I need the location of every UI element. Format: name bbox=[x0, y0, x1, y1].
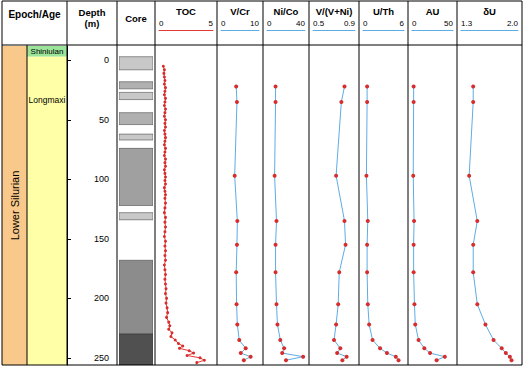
svg-text:(m): (m) bbox=[85, 18, 100, 29]
svg-text:TOC: TOC bbox=[176, 6, 196, 17]
svg-text:40: 40 bbox=[296, 19, 305, 28]
svg-text:V/Cr: V/Cr bbox=[230, 6, 250, 17]
svg-text:150: 150 bbox=[94, 234, 109, 244]
svg-text:6: 6 bbox=[400, 19, 405, 28]
svg-text:V/(V+Ni): V/(V+Ni) bbox=[316, 6, 353, 17]
svg-text:50: 50 bbox=[99, 115, 109, 125]
svg-text:50: 50 bbox=[444, 19, 453, 28]
svg-text:Epoch/Age: Epoch/Age bbox=[8, 9, 61, 20]
svg-text:0.9: 0.9 bbox=[344, 19, 356, 28]
svg-text:Core: Core bbox=[125, 13, 147, 24]
svg-text:Longmaxi: Longmaxi bbox=[29, 95, 66, 105]
svg-text:0.5: 0.5 bbox=[313, 19, 325, 28]
svg-text:200: 200 bbox=[94, 293, 109, 303]
svg-text:0: 0 bbox=[267, 19, 272, 28]
svg-text:Depth: Depth bbox=[79, 7, 106, 18]
svg-text:0: 0 bbox=[104, 55, 109, 65]
svg-text:AU: AU bbox=[426, 6, 440, 17]
svg-text:0: 0 bbox=[412, 19, 417, 28]
svg-text:0: 0 bbox=[221, 19, 226, 28]
svg-text:Ni/Co: Ni/Co bbox=[274, 6, 299, 17]
svg-text:10: 10 bbox=[250, 19, 259, 28]
svg-text:100: 100 bbox=[94, 174, 109, 184]
svg-text:U/Th: U/Th bbox=[373, 6, 394, 17]
svg-text:0: 0 bbox=[363, 19, 368, 28]
svg-text:2.0: 2.0 bbox=[507, 19, 519, 28]
svg-text:Shiniulan: Shiniulan bbox=[31, 47, 64, 56]
svg-text:0: 0 bbox=[159, 19, 164, 28]
svg-text:250: 250 bbox=[94, 353, 109, 363]
svg-text:5: 5 bbox=[209, 19, 214, 28]
svg-text:δU: δU bbox=[483, 6, 496, 17]
svg-text:1.3: 1.3 bbox=[461, 19, 473, 28]
svg-text:Lower Silurian: Lower Silurian bbox=[9, 171, 21, 241]
